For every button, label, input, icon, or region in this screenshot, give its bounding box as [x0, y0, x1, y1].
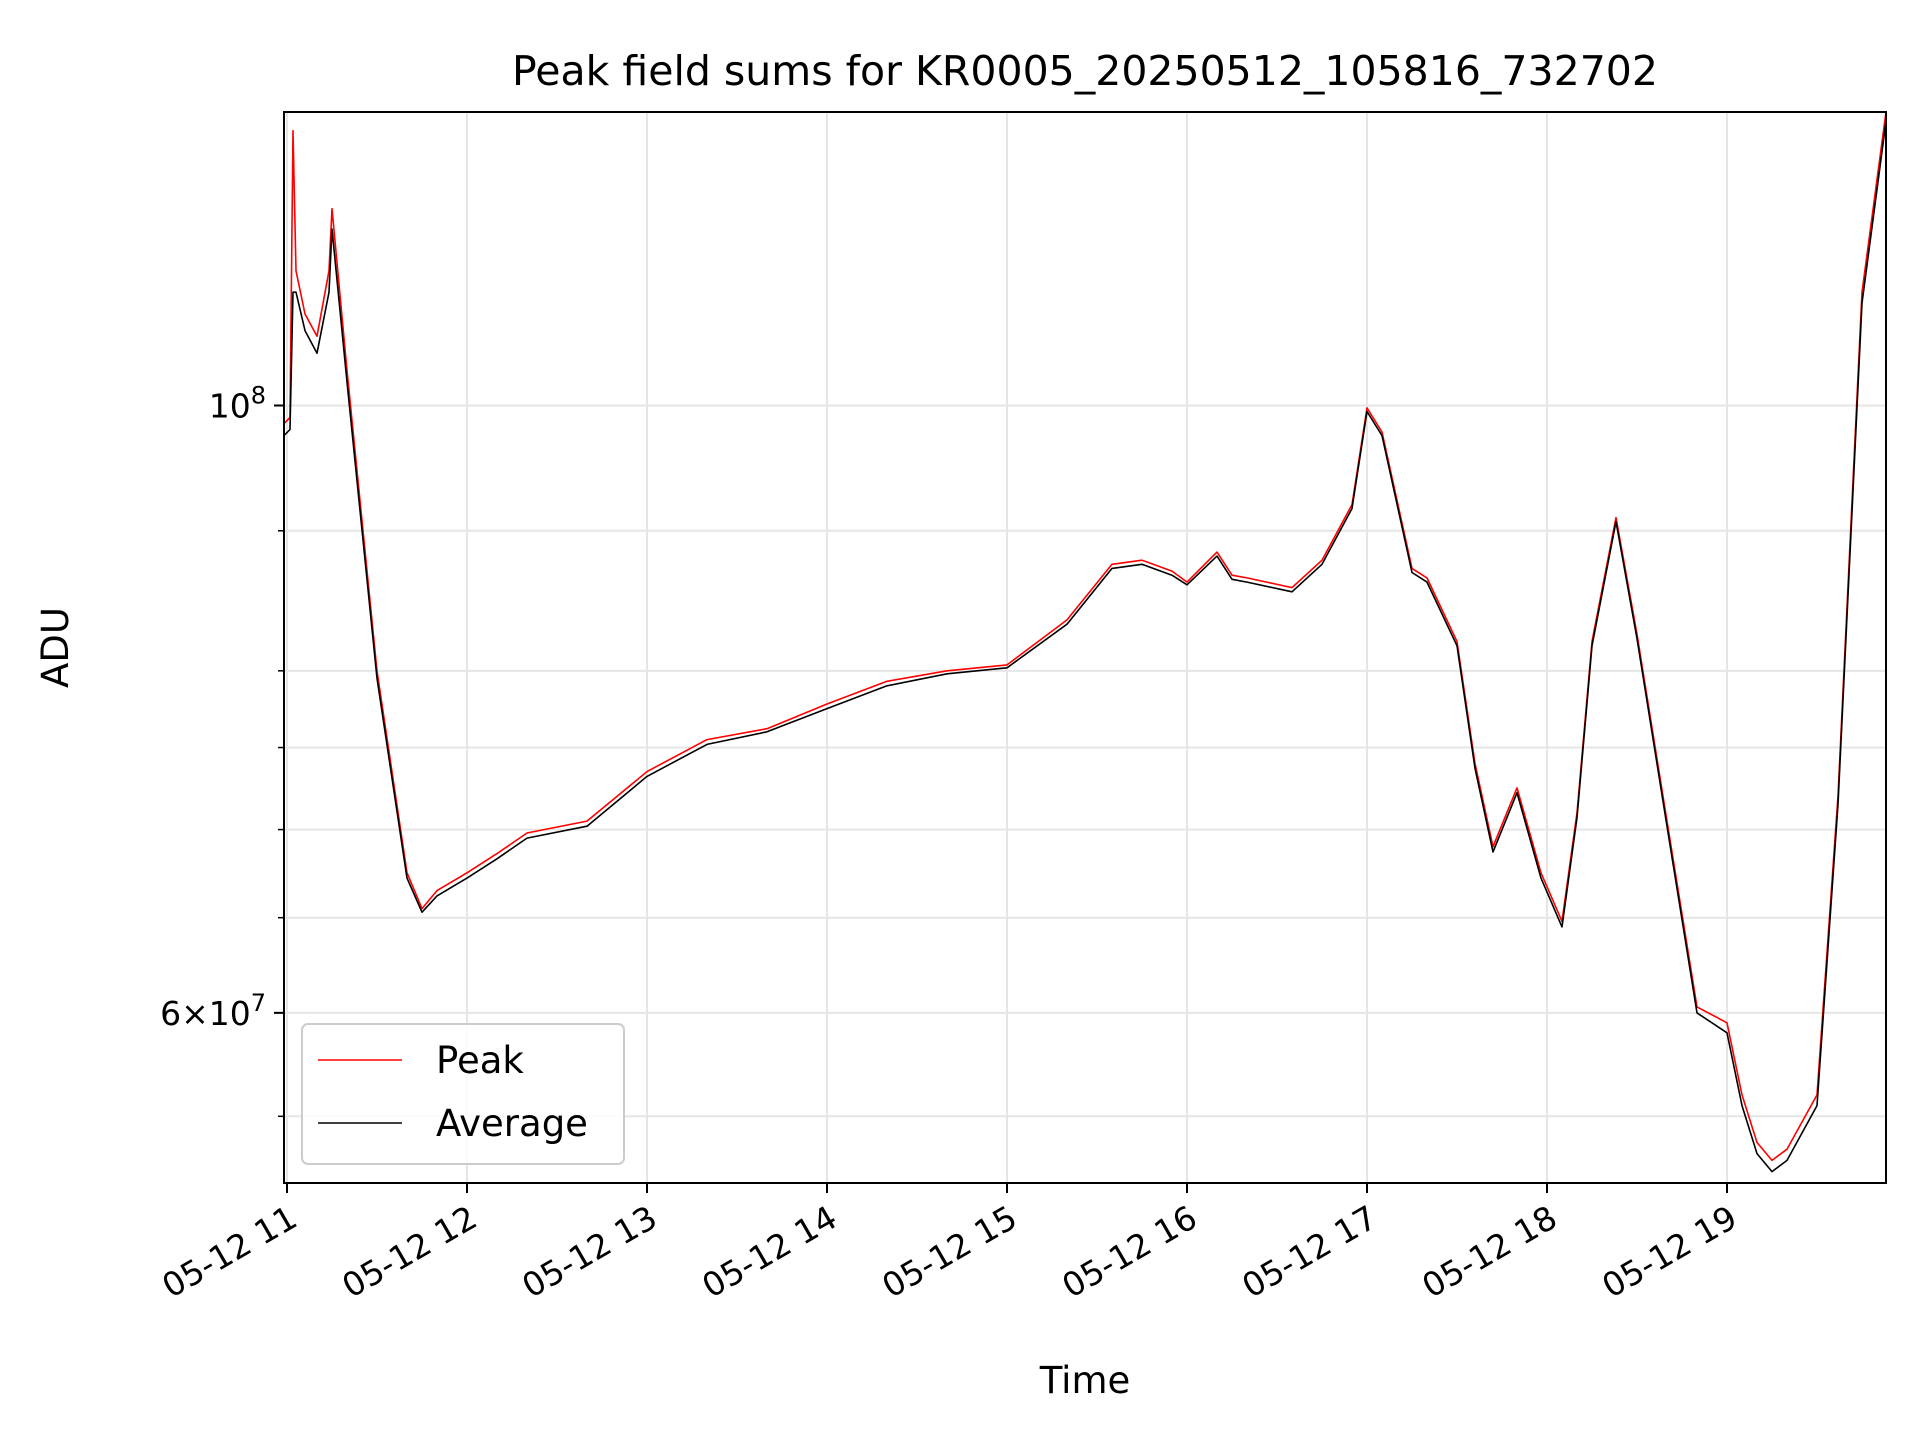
legend-label-average: Average — [436, 1102, 588, 1145]
grid — [284, 112, 1886, 1183]
y-axis-label: ADU — [34, 607, 77, 688]
x-axis-label: Time — [1039, 1359, 1131, 1402]
legend-label-peak: Peak — [436, 1039, 524, 1082]
series-layer — [284, 112, 1886, 1173]
series-line-average — [284, 121, 1886, 1173]
legend: Peak Average — [301, 1023, 625, 1165]
legend-box — [301, 1023, 625, 1165]
y-tick-label: 6×107 — [160, 989, 266, 1033]
chart-title: Peak field sums for KR0005_20250512_1058… — [512, 47, 1658, 95]
plot-frame — [283, 111, 1887, 1184]
series-line-peak — [284, 112, 1886, 1162]
y-tick-label: 108 — [209, 382, 266, 426]
